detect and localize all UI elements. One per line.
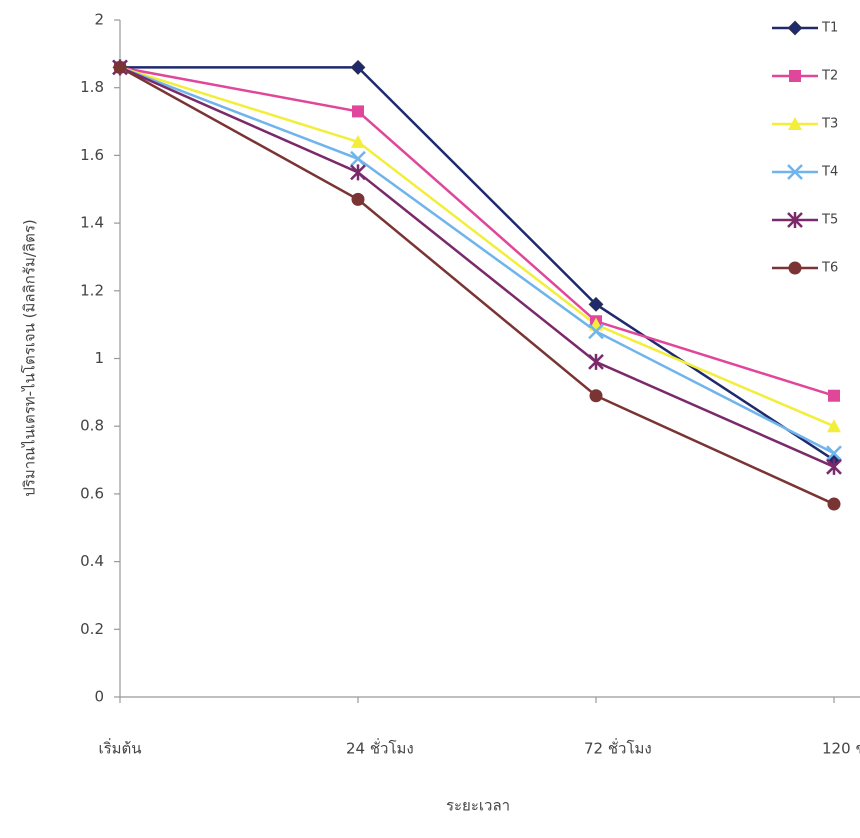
marker <box>788 117 802 130</box>
x-tick-label: 72 ชั่วโมง <box>584 738 652 758</box>
y-tick-label: 0.8 <box>80 417 104 435</box>
marker <box>828 389 840 402</box>
marker <box>826 458 842 475</box>
series-line <box>119 66 835 468</box>
marker <box>352 105 364 118</box>
y-tick-label: 0 <box>94 688 104 706</box>
legend-label: T2 <box>821 69 838 84</box>
marker <box>787 164 803 180</box>
y-tick-label: 1.8 <box>80 78 104 96</box>
marker <box>788 261 802 275</box>
y-tick-label: 2 <box>94 11 104 29</box>
marker <box>350 164 366 181</box>
y-tick-label: 1.2 <box>80 281 104 299</box>
legend-label: T6 <box>821 261 838 276</box>
y-tick-label: 1 <box>94 349 104 367</box>
marker <box>350 59 366 75</box>
y-tick-label: 0.6 <box>80 484 104 502</box>
marker <box>589 389 603 403</box>
x-axis-label: ระยะเวลา <box>446 797 510 815</box>
y-tick-label: 1.6 <box>80 146 104 164</box>
y-tick-label: 0.4 <box>80 552 104 570</box>
x-tick-label: 120 ชั่วโมง <box>822 738 860 758</box>
legend-label: T4 <box>821 165 838 180</box>
y-tick-label: 0.2 <box>80 620 104 638</box>
series-line <box>119 66 835 397</box>
x-tick-label: เริ่มต้น <box>98 738 141 758</box>
marker <box>350 150 366 167</box>
marker <box>787 212 803 228</box>
marker <box>827 419 841 433</box>
marker <box>588 353 604 370</box>
marker <box>113 60 127 74</box>
series-line <box>119 66 835 455</box>
y-axis-label: ปริมาณไนเตรท-ไนโตรเจน (มิลลิกรัม/ลิตร) <box>21 219 39 496</box>
legend-label: T5 <box>821 213 838 228</box>
marker <box>351 192 365 206</box>
marker <box>351 134 365 148</box>
marker <box>588 296 604 312</box>
series-line <box>119 66 835 428</box>
marker <box>826 445 842 462</box>
marker <box>588 323 604 340</box>
marker <box>787 20 803 36</box>
series-line <box>120 66 835 462</box>
marker <box>827 497 841 511</box>
series-line <box>119 66 835 506</box>
legend-label: T3 <box>821 117 838 132</box>
y-tick-label: 1.4 <box>80 214 104 232</box>
x-tick-label: 24 ชั่วโมง <box>346 738 414 758</box>
legend-label: T1 <box>821 21 838 36</box>
marker <box>789 70 801 82</box>
